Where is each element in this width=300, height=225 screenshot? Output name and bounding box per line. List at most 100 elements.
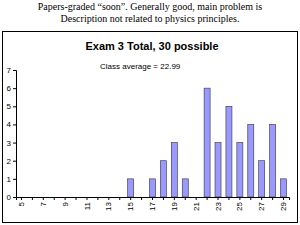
bar [95, 197, 101, 198]
x-tick [141, 197, 142, 200]
x-tick: 13 [104, 197, 113, 211]
x-tick: 29 [279, 197, 288, 211]
note-line: Description not related to physics princ… [61, 13, 240, 24]
x-tick [207, 197, 208, 200]
x-tick [32, 197, 33, 200]
bar [40, 197, 46, 198]
y-tick: 2 [7, 157, 16, 166]
bar [248, 124, 254, 197]
x-tick-label: 13 [104, 201, 113, 210]
note-line: Papers-graded “soon”. Generally good, ma… [38, 1, 262, 12]
x-tick-mark [119, 197, 120, 200]
title: Exam 3 Total, 30 possible [85, 40, 218, 52]
x-tick-mark [239, 197, 240, 200]
bar [73, 197, 79, 198]
y-tick-mark [13, 124, 16, 125]
x-tick [163, 197, 164, 200]
x-tick [76, 197, 77, 200]
y-tick: 5 [7, 102, 16, 111]
note: Papers-graded “soon”. Generally good, ma… [38, 1, 262, 24]
y-tick-label: 7 [7, 66, 12, 75]
bar [215, 143, 221, 197]
bars [128, 88, 287, 197]
bar [270, 124, 276, 197]
x-tick [54, 197, 55, 200]
x-tick-mark [130, 197, 131, 200]
bar [51, 197, 57, 198]
y-tick-label: 1 [7, 175, 12, 184]
y-tick-mark [13, 143, 16, 144]
x-tick: 5 [17, 197, 26, 206]
x-tick-mark [228, 197, 229, 200]
x-tick: 17 [148, 197, 157, 211]
bar [29, 197, 35, 198]
annotation: Class average = 22.99 [100, 62, 181, 71]
x-tick-label: 19 [170, 201, 179, 210]
x-tick-mark [97, 197, 98, 200]
x-tick-label: 21 [192, 201, 201, 210]
x-tick [185, 197, 186, 200]
x-tick-mark [54, 197, 55, 200]
chart-frame [3, 32, 298, 223]
bar [226, 106, 232, 197]
x-tick-mark [163, 197, 164, 200]
x-tick-mark [152, 197, 153, 200]
x-tick-label: 23 [214, 201, 223, 210]
x-tick: 25 [235, 197, 244, 211]
bar [84, 197, 90, 198]
bar [18, 197, 24, 198]
x-tick-mark [174, 197, 175, 200]
x-tick-mark [283, 197, 284, 200]
x-tick-mark [250, 197, 251, 200]
x-tick-label: 29 [279, 201, 288, 210]
x-tick: 7 [39, 197, 48, 206]
y-tick-label: 0 [7, 193, 12, 202]
x-tick: 23 [214, 197, 223, 211]
y-tick-label: 6 [7, 84, 12, 93]
y-axis-line [13, 71, 17, 198]
bar [160, 161, 166, 197]
x-tick: 15 [126, 197, 135, 211]
x-tick-mark [32, 197, 33, 200]
x-tick-mark [108, 197, 109, 200]
x-tick-mark [76, 197, 77, 200]
x-tick: 19 [170, 197, 179, 211]
x-tick [119, 197, 120, 200]
x-tick-mark [207, 197, 208, 200]
x-tick [250, 197, 251, 200]
x-tick-mark [196, 197, 197, 200]
y-tick: 7 [7, 66, 16, 75]
x-tick [272, 197, 273, 200]
y-tick-mark [13, 106, 16, 107]
x-tick-label: 15 [126, 201, 135, 210]
x-tick: 27 [257, 197, 266, 211]
y-axis: 0 1 2 3 4 5 6 7 [7, 66, 17, 202]
y-tick-label: 4 [7, 120, 12, 129]
x-axis: 57911131517192123252729 [17, 197, 290, 211]
y-tick: 0 [7, 193, 16, 202]
x-tick-mark [65, 197, 66, 200]
bar [149, 179, 155, 197]
x-tick-label: 27 [257, 201, 266, 210]
y-tick: 1 [7, 175, 16, 184]
x-tick-mark [218, 197, 219, 200]
x-tick-mark [185, 197, 186, 200]
x-tick-label: 25 [235, 201, 244, 210]
bar [139, 197, 145, 198]
x-tick-mark [141, 197, 142, 200]
x-tick-mark [261, 197, 262, 200]
y-tick-label: 3 [7, 139, 12, 148]
x-tick [228, 197, 229, 200]
bar [259, 161, 265, 197]
y-tick-mark [13, 161, 16, 162]
x-axis-line [17, 198, 290, 201]
bar [281, 179, 287, 197]
y-tick-label: 2 [7, 157, 12, 166]
x-tick [97, 197, 98, 200]
x-tick-label: 9 [61, 201, 70, 206]
x-tick-mark [43, 197, 44, 200]
x-tick-label: 5 [17, 201, 26, 206]
y-tick-mark [13, 197, 16, 198]
y-tick-label: 5 [7, 102, 12, 111]
y-tick-mark [13, 179, 16, 180]
